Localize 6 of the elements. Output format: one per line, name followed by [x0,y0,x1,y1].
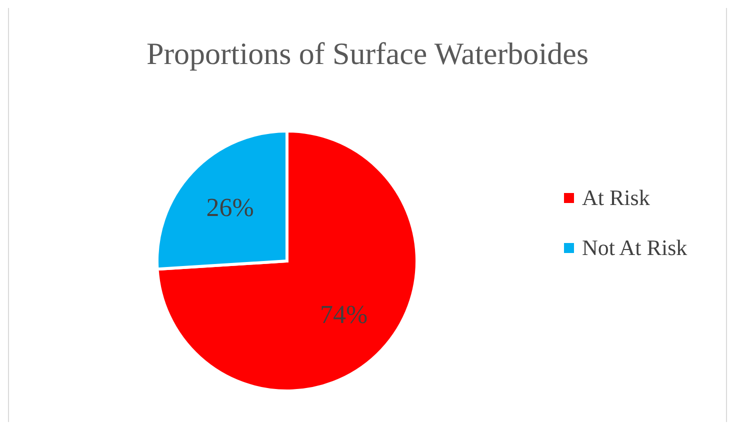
pie-slice [156,130,418,392]
legend-label: Not At Risk [582,235,688,261]
chart-title: Proportions of Surface Waterboides [145,36,590,72]
legend-label: At Risk [582,185,650,211]
data-label: 74% [320,300,368,329]
data-label: 26% [206,193,254,222]
